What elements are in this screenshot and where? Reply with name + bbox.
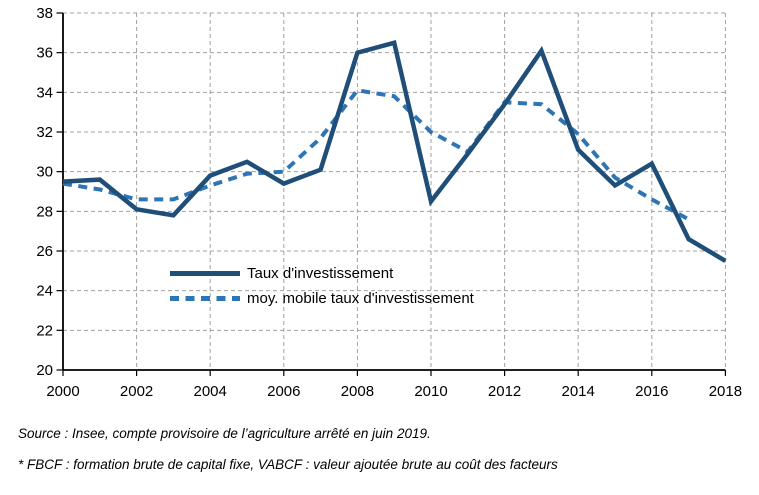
fbcf-definition-note: * FBCF : formation brute de capital fixe… [18,457,558,472]
x-axis-tick-label: 2000 [46,383,79,400]
x-axis-tick-label: 2016 [635,383,668,400]
y-axis-tick-label: 22 [36,322,53,339]
legend-swatch-dashed-line-icon [170,296,240,301]
y-axis-tick-label: 20 [36,362,53,379]
x-axis-tick-label: 2014 [562,383,595,400]
x-axis-tick-label: 2002 [120,383,153,400]
series-line-1 [62,88,690,222]
y-axis-tick-label: 34 [36,84,53,101]
legend-item-moyenne-mobile: moy. mobile taux d'investissement [170,286,474,311]
y-axis-tick-label: 36 [36,45,53,62]
legend-label-taux-investissement: Taux d'investissement [247,265,394,282]
legend-item-taux-investissement: Taux d'investissement [170,261,474,286]
chart-legend: Taux d'investissement moy. mobile taux d… [170,261,474,311]
legend-swatch-solid-line-icon [170,271,240,276]
source-note: Source : Insee, compte provisoire de l’a… [18,426,431,441]
x-axis-tick-label: 2012 [488,383,521,400]
y-axis-tick-label: 38 [36,5,53,22]
y-axis-tick-label: 30 [36,164,53,181]
y-axis-tick-label: 32 [36,124,53,141]
y-axis-tick-label: 26 [36,243,53,260]
x-axis-tick-label: 2008 [341,383,374,400]
y-axis-tick-label: 28 [36,203,53,220]
series-line-0 [62,40,727,263]
x-axis-tick-label: 2018 [709,383,742,400]
legend-label-moyenne-mobile: moy. mobile taux d'investissement [247,290,474,307]
x-axis-tick-label: 2010 [414,383,447,400]
x-axis-tick-label: 2006 [267,383,300,400]
chart-canvas: 20 22 24 26 28 30 32 34 36 38 2000 2002 2004 2006 2008… [36,5,742,400]
x-axis-tick-label: 2004 [194,383,227,400]
chart: 20 22 24 26 28 30 32 34 36 38 2000 2002 2004 2006 2008… [36,5,742,400]
y-axis-tick-label: 24 [36,283,53,300]
